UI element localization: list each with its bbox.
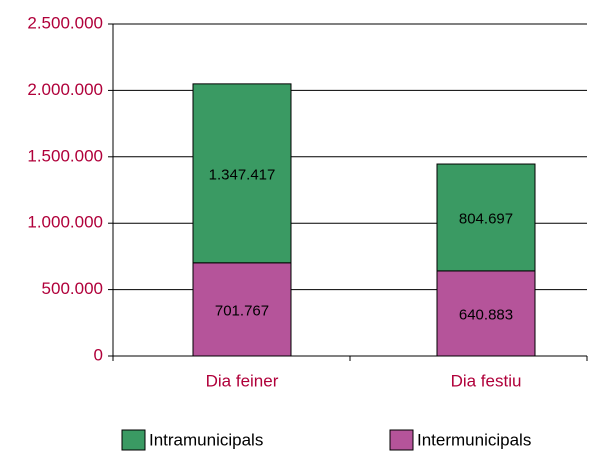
legend-swatch <box>389 429 414 451</box>
bar-segment <box>436 270 536 357</box>
y-tick-label: 2.000.000 <box>27 80 103 99</box>
y-tick-label: 1.500.000 <box>27 146 103 165</box>
x-tick-label: Dia festiu <box>451 371 522 390</box>
bar-segment <box>192 83 292 264</box>
legend-swatch <box>121 429 146 451</box>
value-label: 804.697 <box>459 210 513 227</box>
value-label: 701.767 <box>215 302 269 319</box>
legend-label: Intramunicipals <box>149 430 263 449</box>
bar-segment <box>192 262 292 357</box>
x-tick-label: Dia feiner <box>206 371 279 390</box>
bar-segment <box>436 163 536 272</box>
y-tick-label: 1.000.000 <box>27 213 103 232</box>
y-tick-label: 2.500.000 <box>27 13 103 32</box>
y-tick-label: 500.000 <box>42 279 103 298</box>
legend-label: Intermunicipals <box>417 430 531 449</box>
value-label: 640.883 <box>459 306 513 323</box>
value-label: 1.347.417 <box>209 166 276 183</box>
y-tick-label: 0 <box>94 345 103 364</box>
